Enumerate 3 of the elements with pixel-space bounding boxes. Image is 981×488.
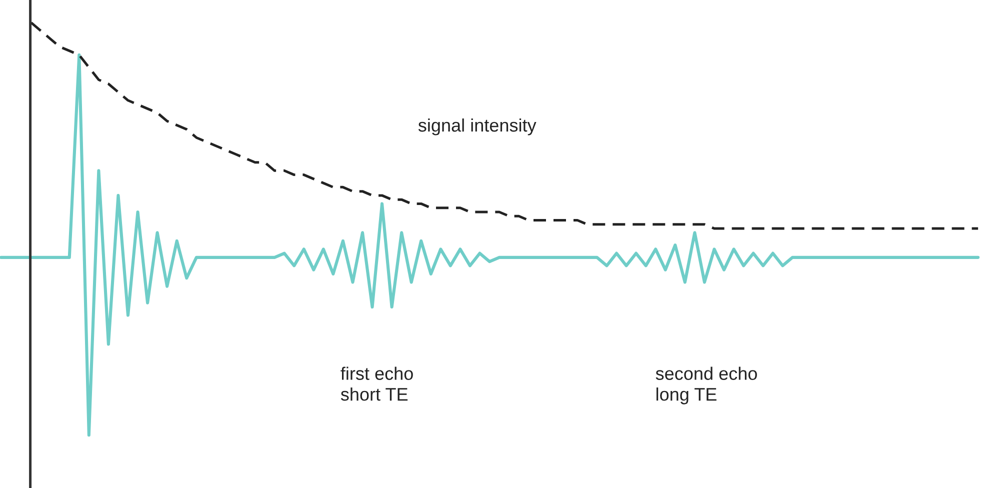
- annotation: second echo long TE: [656, 366, 757, 404]
- annotation: first echo short TE: [340, 366, 413, 401]
- annotation: signal intensity: [418, 118, 536, 136]
